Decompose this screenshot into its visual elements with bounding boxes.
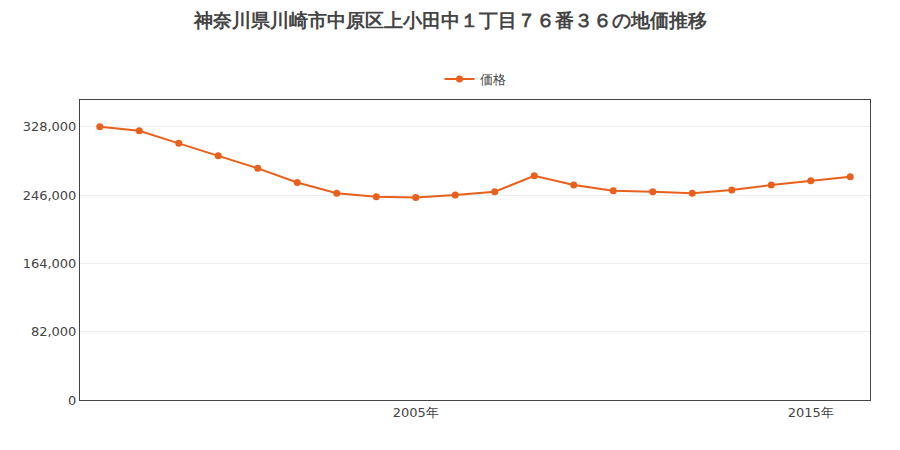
svg-text:0: 0	[68, 393, 76, 408]
svg-text:2015年: 2015年	[788, 405, 834, 420]
svg-text:2005年: 2005年	[393, 405, 439, 420]
svg-text:価格: 価格	[480, 72, 506, 87]
svg-text:328,000: 328,000	[23, 119, 77, 134]
svg-text:164,000: 164,000	[23, 256, 77, 271]
svg-text:82,000: 82,000	[31, 324, 77, 339]
svg-text:神奈川県川崎市中原区上小田中１丁目７６番３６の地価推移: 神奈川県川崎市中原区上小田中１丁目７６番３６の地価推移	[193, 9, 707, 31]
svg-text:246,000: 246,000	[23, 188, 77, 203]
